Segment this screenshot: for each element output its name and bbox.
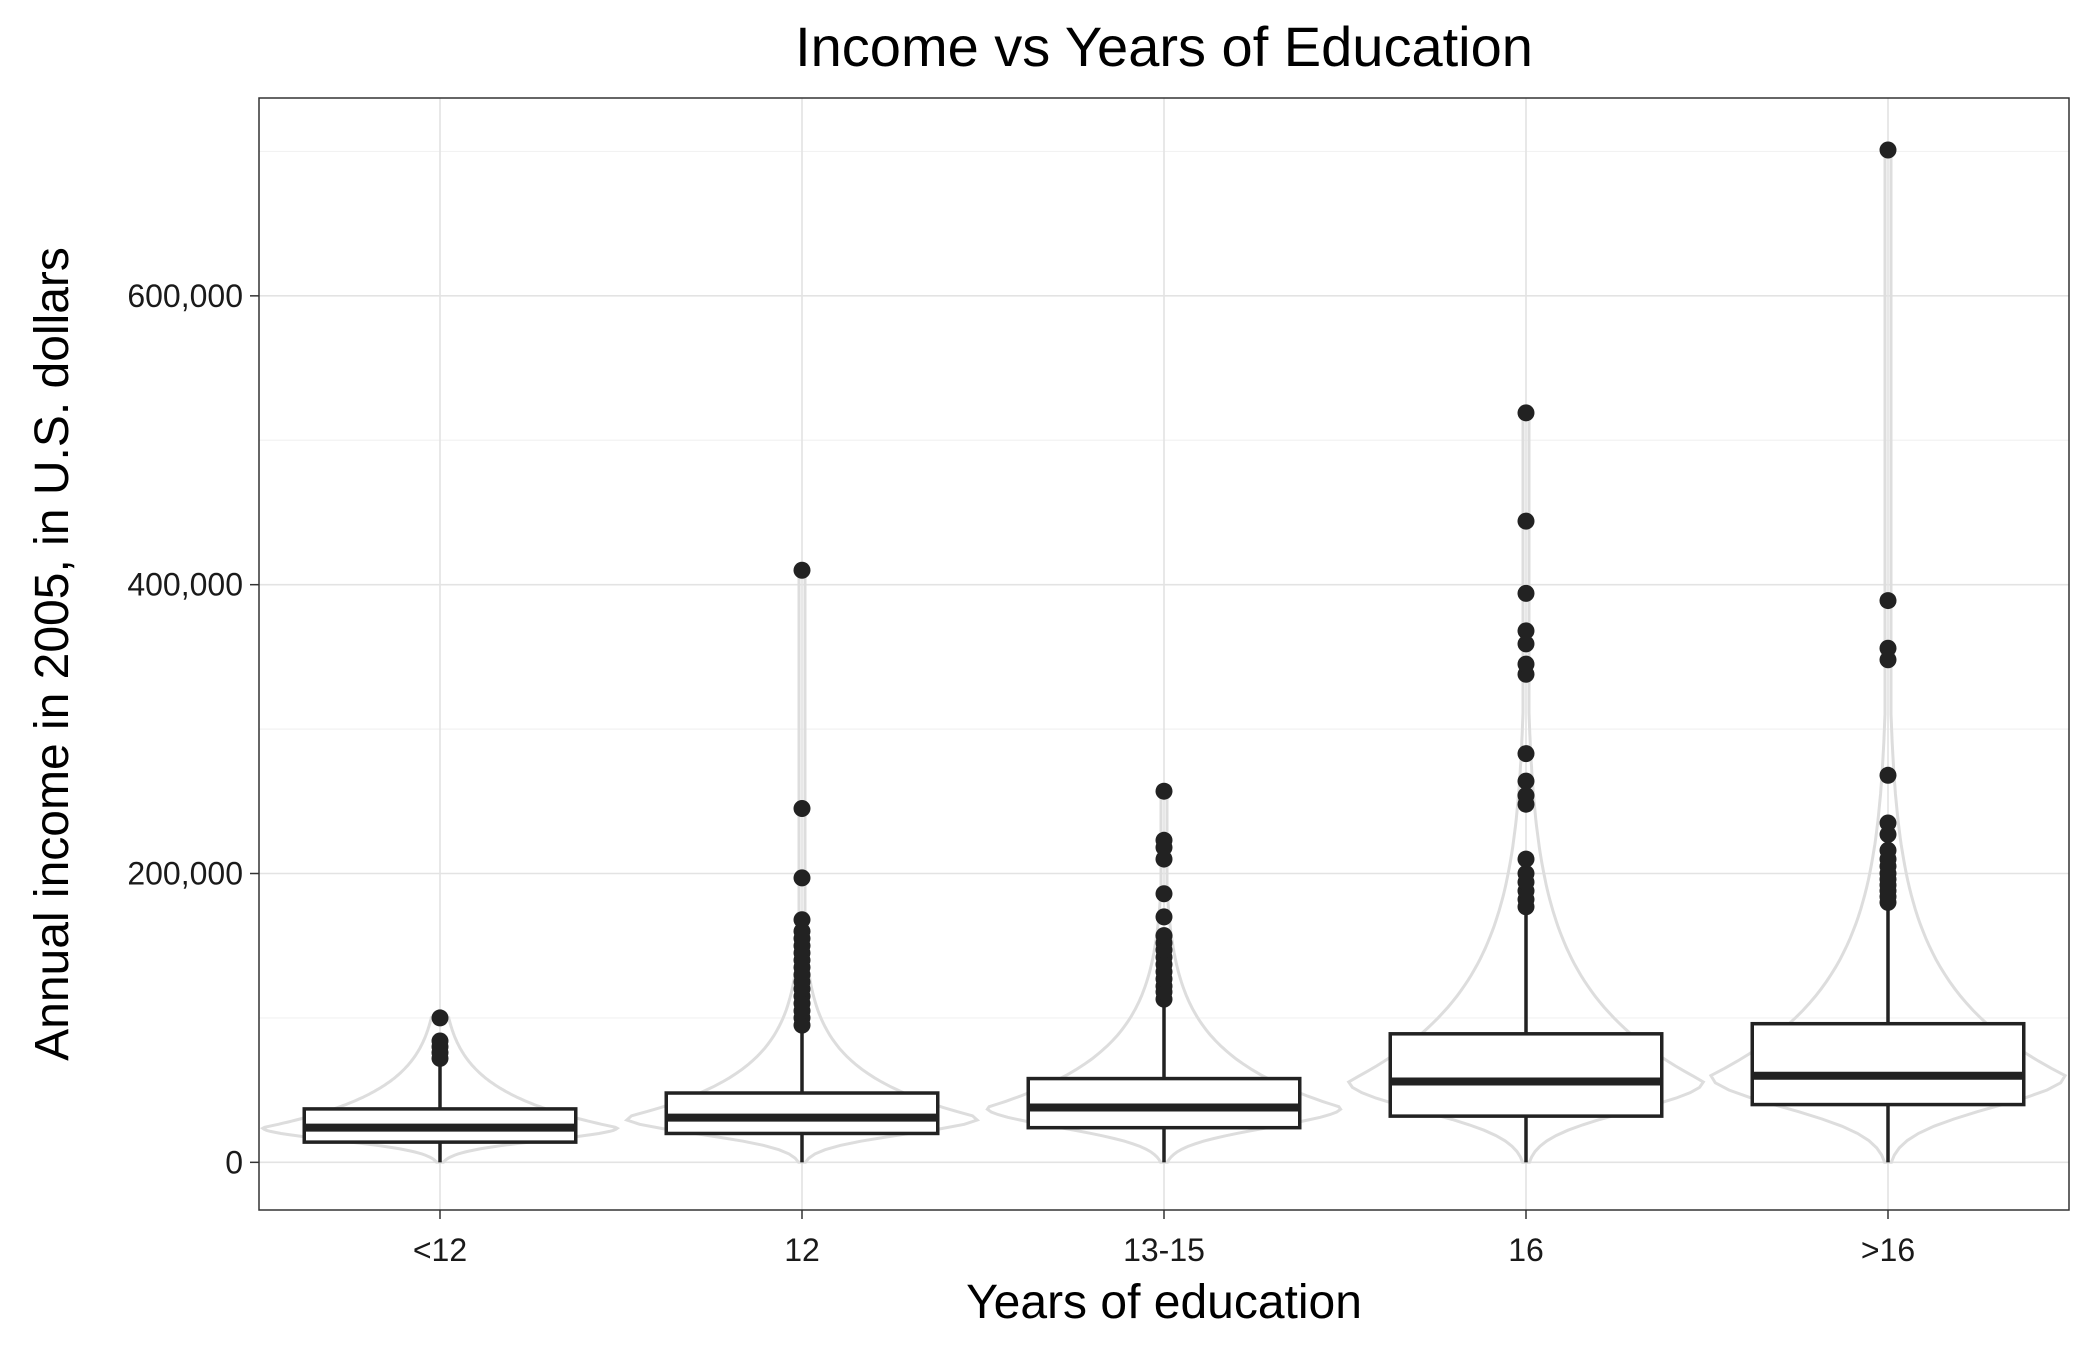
outlier-point: [1517, 584, 1535, 602]
outlier-point: [1155, 927, 1173, 945]
outlier-point: [1879, 592, 1897, 610]
y-axis: 0 200,000 400,000 600,000: [127, 278, 259, 1180]
iqr-box: [1026, 1076, 1302, 1130]
box-group: [302, 1009, 578, 1163]
iqr-box: [1388, 1032, 1664, 1118]
x-tick-label: 16: [1508, 1232, 1544, 1268]
outlier-point: [1517, 787, 1535, 805]
outlier-point: [793, 911, 811, 929]
box-group: [1750, 141, 2026, 1163]
x-tick-label: >16: [1861, 1232, 1915, 1268]
outlier-point: [793, 561, 811, 579]
y-tick-label: 200,000: [127, 856, 243, 892]
outlier-point: [1517, 512, 1535, 530]
x-tick-label: <12: [413, 1232, 467, 1268]
y-tick-label: 600,000: [127, 278, 243, 314]
chart-title: Income vs Years of Education: [795, 15, 1533, 78]
outlier-point: [1879, 841, 1897, 859]
outlier-point: [1517, 772, 1535, 790]
y-tick-label: 0: [225, 1144, 243, 1180]
outlier-point: [431, 1032, 449, 1050]
x-tick-label: 12: [784, 1232, 820, 1268]
box-group: [1388, 404, 1664, 1163]
outlier-point: [1517, 850, 1535, 868]
outlier-point: [1517, 635, 1535, 653]
outlier-point: [1155, 908, 1173, 926]
outlier-point: [1155, 782, 1173, 800]
x-axis: <12 12 13-15 16 >16: [413, 1210, 1915, 1268]
iqr-box: [1750, 1021, 2026, 1107]
outlier-point: [1517, 745, 1535, 763]
outlier-point: [1155, 885, 1173, 903]
box-layer: [302, 141, 2026, 1163]
y-axis-title: Annual income in 2005, in U.S. dollars: [26, 247, 79, 1061]
outlier-point: [1879, 814, 1897, 832]
box-group: [664, 561, 940, 1163]
outlier-point: [1517, 655, 1535, 673]
outlier-point: [793, 800, 811, 818]
outlier-point: [1879, 141, 1897, 159]
x-tick-label: 13-15: [1123, 1232, 1205, 1268]
outlier-point: [1155, 831, 1173, 849]
outlier-point: [1517, 865, 1535, 883]
x-axis-title: Years of education: [966, 1276, 1362, 1329]
outlier-point: [793, 869, 811, 887]
outlier-point: [1517, 622, 1535, 640]
outlier-point: [1879, 639, 1897, 657]
plot-panel: [258, 97, 2070, 1211]
box-group: [1026, 782, 1302, 1163]
outlier-point: [1879, 766, 1897, 784]
y-tick-label: 400,000: [127, 567, 243, 603]
outlier-point: [1517, 404, 1535, 422]
outlier-point: [431, 1009, 449, 1027]
iqr-box: [664, 1091, 940, 1136]
